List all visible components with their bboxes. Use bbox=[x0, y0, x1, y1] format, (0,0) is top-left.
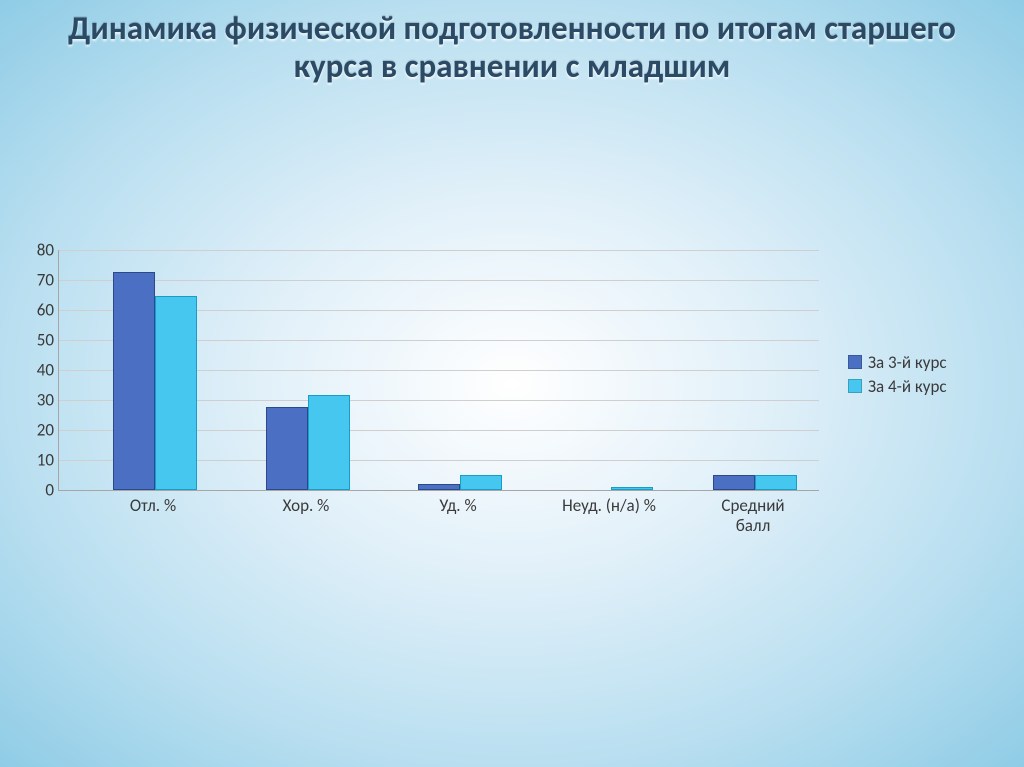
bar bbox=[460, 475, 502, 491]
bar bbox=[755, 475, 797, 491]
x-tick-label: Уд. % bbox=[388, 496, 528, 516]
legend-swatch bbox=[848, 379, 862, 393]
y-tick-label: 70 bbox=[18, 270, 54, 291]
gridline bbox=[59, 250, 819, 251]
legend-item: За 4-й курс bbox=[848, 374, 947, 398]
bar bbox=[113, 272, 155, 490]
y-tick-label: 50 bbox=[18, 330, 54, 351]
page-title: Динамика физической подготовленности по … bbox=[0, 10, 1024, 86]
bar bbox=[308, 395, 350, 490]
legend-label: За 3-й курс bbox=[868, 352, 947, 373]
plot-area bbox=[58, 250, 819, 491]
x-tick-label: Неуд. (н/а) % bbox=[539, 496, 679, 516]
legend: За 3-й курс За 4-й курс bbox=[848, 350, 947, 398]
y-tick-label: 0 bbox=[18, 480, 54, 501]
y-tick-label: 10 bbox=[18, 450, 54, 471]
x-tick-label: Среднийбалл bbox=[683, 496, 823, 537]
bar bbox=[266, 407, 308, 490]
y-tick-label: 60 bbox=[18, 300, 54, 321]
fitness-chart: 01020304050607080 Отл. %Хор. %Уд. %Неуд.… bbox=[18, 250, 1006, 550]
legend-swatch bbox=[848, 355, 862, 369]
bar bbox=[611, 487, 653, 491]
legend-label: За 4-й курс bbox=[868, 376, 947, 397]
x-tick-label: Хор. % bbox=[236, 496, 376, 516]
y-tick-label: 20 bbox=[18, 420, 54, 441]
legend-item: За 3-й курс bbox=[848, 350, 947, 374]
bar bbox=[418, 484, 460, 491]
x-tick-label: Отл. % bbox=[83, 496, 223, 516]
y-tick-label: 80 bbox=[18, 240, 54, 261]
bar bbox=[155, 296, 197, 490]
bar bbox=[713, 475, 755, 491]
gridline bbox=[59, 280, 819, 281]
y-tick-label: 40 bbox=[18, 360, 54, 381]
y-tick-label: 30 bbox=[18, 390, 54, 411]
